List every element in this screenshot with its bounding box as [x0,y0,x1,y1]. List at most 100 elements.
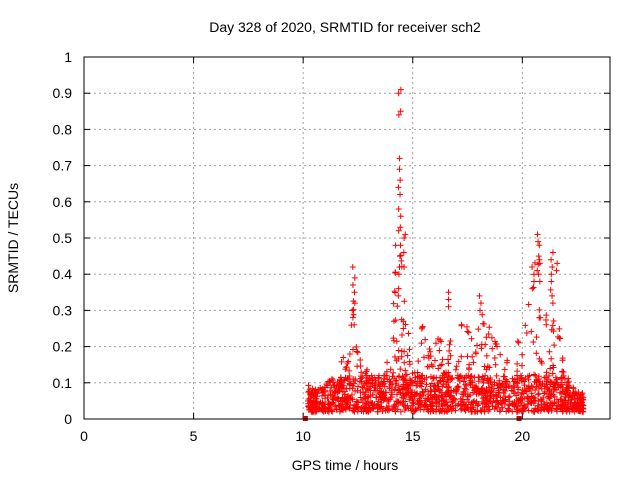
data-point [428,361,435,368]
data-point [543,399,550,406]
data-point [540,405,547,412]
data-point [391,288,398,295]
data-point [329,392,336,399]
data-point [387,381,394,388]
data-point [398,257,405,264]
data-point [525,376,532,383]
data-point [522,375,529,382]
data-point [416,376,423,383]
data-point [327,387,334,394]
data-point [395,292,402,299]
data-point [336,408,343,415]
data-point [541,406,548,413]
data-point [400,401,407,408]
data-point [390,337,397,344]
data-point [551,342,558,349]
data-point [485,331,492,338]
data-point [332,403,339,410]
data-point [400,318,407,325]
data-point [365,408,372,415]
data-point [405,330,412,337]
data-point [548,355,555,362]
data-point [397,366,404,373]
data-point [483,352,490,359]
data-point [405,405,412,412]
data-point [530,408,537,415]
data-point [406,376,413,383]
data-point [559,384,566,391]
data-point [530,394,537,401]
data-point [458,321,465,328]
data-point [454,384,461,391]
data-point [361,381,368,388]
data-point [559,357,566,364]
data-point [397,252,404,259]
data-point [477,300,484,307]
data-point [339,394,346,401]
data-point [519,351,526,358]
data-point [524,400,531,407]
data-point [529,285,536,292]
data-point [344,398,351,405]
data-point [329,408,336,415]
data-point [384,405,391,412]
data-point [534,267,541,274]
y-tick-label: 0.2 [53,339,73,355]
data-point [557,375,564,382]
data-point [510,378,517,385]
data-point [428,380,435,387]
data-point [425,355,432,362]
data-point [554,260,561,267]
data-point [312,387,319,394]
data-point [449,399,456,406]
data-point [556,325,563,332]
data-point [346,372,353,379]
data-point [396,253,403,260]
data-point [458,353,465,360]
data-point [543,369,550,376]
data-point [347,401,354,408]
data-point [536,260,543,267]
data-point [435,365,442,372]
data-point [391,401,398,408]
data-point [536,306,543,313]
data-point [440,378,447,385]
data-point [471,387,478,394]
data-point [446,341,453,348]
data-point [404,352,411,359]
data-point [535,385,542,392]
data-point [346,404,353,411]
data-point [562,388,569,395]
data-point [565,375,572,382]
data-point [489,345,496,352]
data-point [359,399,366,406]
data-point [445,384,452,391]
data-point [398,331,405,338]
data-point [403,391,410,398]
data-point [407,387,414,394]
data-point [570,385,577,392]
data-point [471,398,478,405]
data-point [445,372,452,379]
data-point [317,384,324,391]
plot-frame [83,56,611,420]
data-point [536,314,543,321]
y-tick-label: 0.3 [53,302,73,318]
data-point [395,111,402,118]
data-point [464,328,471,335]
data-point [550,364,557,371]
data-point [445,389,452,396]
data-point [502,393,509,400]
data-point [311,408,318,415]
data-point [501,366,508,373]
data-point [382,372,389,379]
data-point [400,390,407,397]
y-tick-label: 0 [64,411,72,427]
data-point [349,282,356,289]
data-point [535,397,542,404]
data-point [347,394,354,401]
data-point [381,392,388,399]
data-point [340,389,347,396]
data-point [492,398,499,405]
data-point [496,408,503,415]
